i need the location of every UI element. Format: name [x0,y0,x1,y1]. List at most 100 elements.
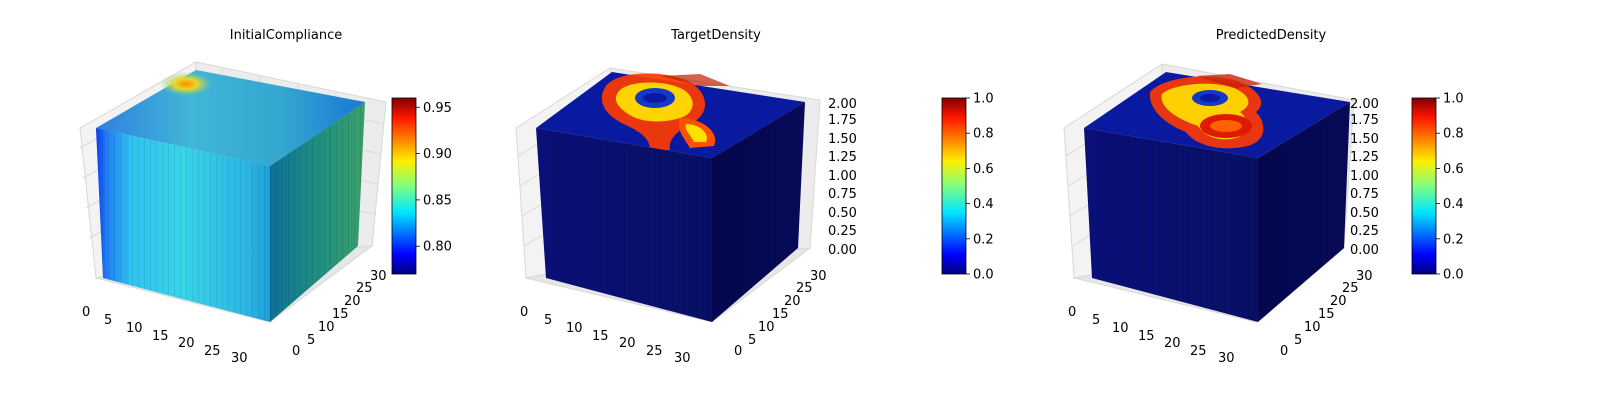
y-tick: 20 [784,294,801,309]
x-tick: 5 [544,313,552,328]
voxel-cube [536,72,805,322]
colorbar-ticks: 0.0 0.2 0.4 0.6 0.8 1.0 [966,92,994,283]
y-tick: 30 [370,269,387,284]
x-tick: 0 [82,305,90,320]
y-tick: 15 [332,307,349,322]
z-tick: 1.50 [828,132,857,147]
colorbar-tick-label: 0.8 [973,127,994,142]
x-tick: 0 [1068,305,1076,320]
colorbar-tick-label: 0.4 [1443,197,1464,212]
y-tick: 25 [796,281,813,296]
colorbar-tick-label: 0.90 [423,147,452,162]
x-tick: 20 [1164,336,1181,351]
z-tick: 0.25 [1350,224,1379,239]
cube-top-face [96,70,365,166]
x-axis-ticks: 0 5 10 15 20 25 30 [520,305,691,366]
x-tick: 15 [1138,329,1155,344]
colorbar-tick-label: 1.0 [1443,92,1464,107]
colorbar: 0.0 0.2 0.4 0.6 0.8 1.0 [1411,92,1464,283]
y-tick: 30 [810,269,827,284]
colorbar-tick-label: 0.6 [1443,162,1464,177]
y-tick: 5 [307,333,315,348]
x-tick: 10 [566,321,583,336]
x-tick: 10 [1112,321,1129,336]
panel-target-density: TargetDensity [515,28,994,366]
y-tick: 15 [772,307,789,322]
colorbar-tick-label: 1.0 [973,92,994,107]
z-axis-ticks: 0.00 0.25 0.50 0.75 1.00 1.25 1.50 1.75 … [1350,97,1379,258]
x-tick: 25 [204,344,221,359]
colorbar-tick-label: 0.4 [973,197,994,212]
y-tick: 25 [356,281,373,296]
colorbar-ticks: 0.0 0.2 0.4 0.6 0.8 1.0 [1436,92,1464,283]
y-tick: 0 [292,344,300,359]
panel-title: TargetDensity [670,28,761,43]
y-tick: 0 [734,344,742,359]
y-tick: 5 [1294,333,1302,348]
colorbar-tick-label: 0.6 [973,162,994,177]
z-tick: 2.00 [1350,97,1379,112]
y-tick: 10 [318,320,335,335]
x-axis-ticks: 0 5 10 15 20 25 30 [82,305,248,366]
x-tick: 25 [1190,344,1207,359]
y-tick: 20 [1330,294,1347,309]
colorbar-tick-label: 0.95 [423,101,452,116]
colorbar-ticks: 0.80 0.85 0.90 0.95 [416,101,452,255]
colorbar-tick-label: 0.85 [423,193,452,208]
y-tick: 5 [748,333,756,348]
x-tick: 30 [231,351,248,366]
y-axis-ticks: 0 5 10 15 20 25 30 [734,269,827,359]
y-tick: 15 [1318,307,1335,322]
y-axis-ticks: 0 5 10 15 20 25 30 [1280,269,1373,359]
colorbar-tick-label: 0.2 [1443,232,1464,247]
colorbar-tick-label: 0.80 [423,240,452,255]
x-tick: 5 [104,313,112,328]
z-tick: 1.00 [828,169,857,184]
density-pattern [601,73,730,150]
z-tick: 1.50 [1350,132,1379,147]
y-axis-ticks: 0 5 10 15 20 25 30 [292,269,387,359]
y-tick: 10 [1304,320,1321,335]
x-tick: 15 [152,329,169,344]
colorbar-tick-label: 0.2 [973,232,994,247]
y-tick: 10 [758,320,775,335]
colorbar-gradient [391,97,417,275]
panel-initial-compliance: InitialCompliance 0 [79,28,452,366]
z-tick: 0.50 [1350,206,1379,221]
x-tick: 30 [1218,351,1235,366]
z-tick: 1.00 [1350,169,1379,184]
panel-title: InitialCompliance [230,28,343,43]
x-tick: 20 [619,336,636,351]
z-tick: 0.75 [828,187,857,202]
panel-title: PredictedDensity [1216,28,1327,43]
hot-spot [160,72,212,96]
colorbar-tick-label: 0.0 [973,268,994,283]
z-tick: 1.75 [828,113,857,128]
colorbar-tick-label: 0.8 [1443,127,1464,142]
x-tick: 10 [126,321,143,336]
colorbar: 0.80 0.85 0.90 0.95 [391,97,452,275]
z-axis-ticks: 0.00 0.25 0.50 0.75 1.00 1.25 1.50 1.75 … [828,97,857,258]
voxel-cube [96,70,365,322]
y-tick: 20 [344,294,361,309]
x-tick: 20 [178,336,195,351]
z-tick: 0.75 [1350,187,1379,202]
y-tick: 30 [1356,269,1373,284]
x-tick: 25 [646,344,663,359]
voxel-cube [1084,72,1350,322]
z-tick: 1.25 [1350,150,1379,165]
x-tick: 30 [674,351,691,366]
x-tick: 5 [1092,313,1100,328]
y-tick: 0 [1280,344,1288,359]
y-tick: 25 [1342,281,1359,296]
x-tick: 0 [520,305,528,320]
z-tick: 1.25 [828,150,857,165]
x-tick: 15 [592,329,609,344]
z-tick: 2.00 [828,97,857,112]
colorbar: 0.0 0.2 0.4 0.6 0.8 1.0 [941,92,994,283]
panel-predicted-density: PredictedDensity [1063,28,1464,366]
colorbar-gradient [1411,97,1437,275]
z-tick: 0.25 [828,224,857,239]
colorbar-gradient [941,97,967,275]
z-tick: 1.75 [1350,113,1379,128]
